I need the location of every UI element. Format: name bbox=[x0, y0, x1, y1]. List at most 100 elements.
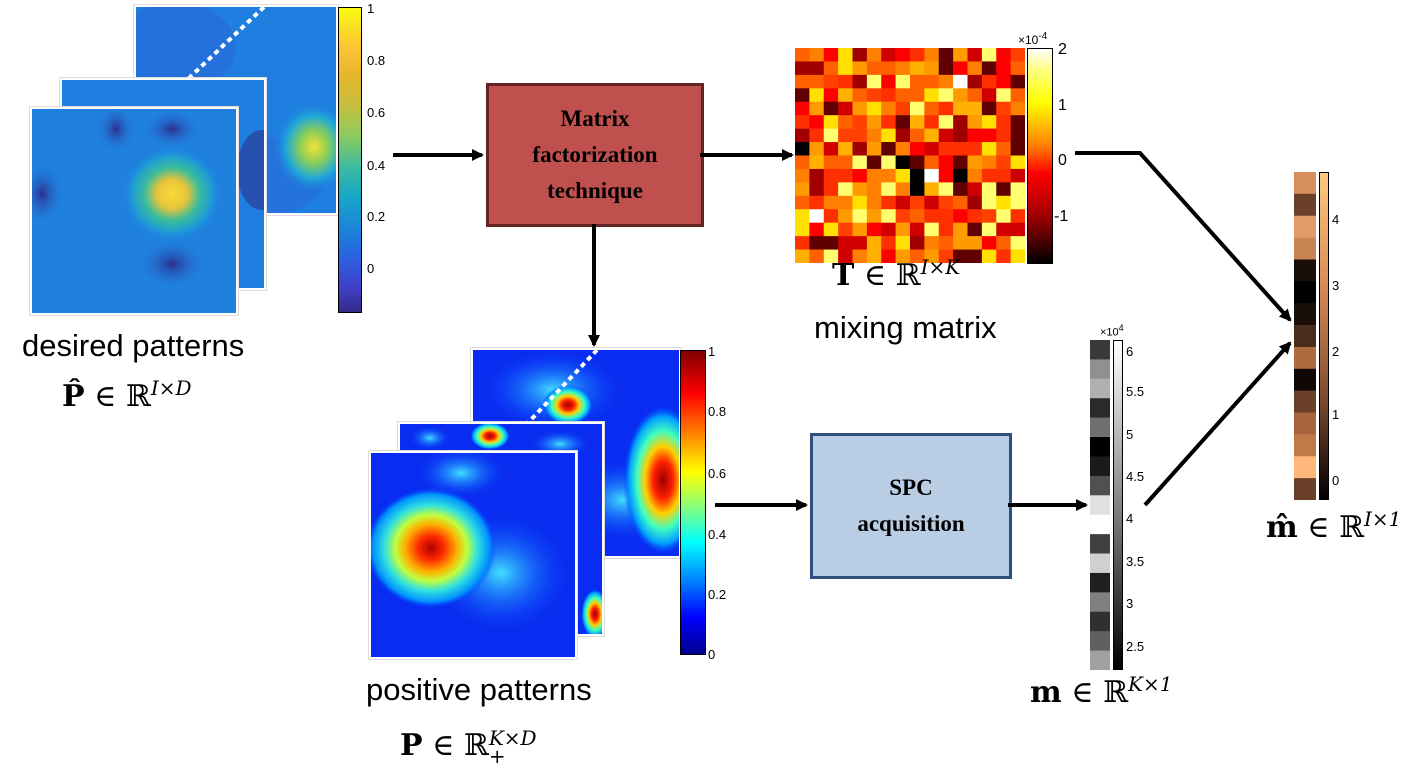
measurement-math-set: ℝ bbox=[1103, 675, 1128, 710]
heatmap-cell bbox=[967, 195, 983, 210]
heatmap-cell bbox=[823, 48, 839, 62]
positive-math-in: ∈ bbox=[432, 728, 455, 763]
heatmap-cell bbox=[924, 142, 940, 156]
heatmap-cell bbox=[981, 88, 997, 103]
heatmap-cell bbox=[809, 155, 825, 170]
heatmap-cell bbox=[953, 249, 968, 263]
heatmap-cell bbox=[823, 128, 839, 143]
heatmap-cell bbox=[996, 236, 1011, 250]
heatmap-cell bbox=[809, 249, 825, 263]
heatmap-cell bbox=[910, 155, 925, 170]
heatmap-cell bbox=[1010, 61, 1025, 76]
heatmap-cell bbox=[981, 155, 997, 170]
heatmap-cell bbox=[809, 168, 825, 183]
heatmap-cell bbox=[981, 195, 997, 210]
heatmap-cell bbox=[881, 128, 896, 143]
measurement-colorbar-tick: 5 bbox=[1126, 427, 1134, 442]
heatmap-cell bbox=[823, 142, 839, 156]
heatmap-cell bbox=[996, 61, 1011, 76]
heatmap-cell bbox=[1010, 128, 1025, 143]
heatmap-cell bbox=[866, 101, 882, 116]
heatmap-cell bbox=[838, 142, 853, 156]
heatmap-cell bbox=[981, 142, 997, 156]
heatmap-cell bbox=[967, 155, 983, 170]
heatmap-cell bbox=[852, 128, 868, 143]
heatmap-cell bbox=[795, 74, 810, 89]
mixing-colorbar-tick: 1 bbox=[1058, 97, 1067, 114]
heatmap-cell bbox=[881, 236, 896, 250]
heatmap-cell bbox=[981, 61, 997, 76]
heatmap-cell bbox=[953, 74, 968, 89]
heatmap-cell bbox=[924, 115, 940, 129]
positive-colorbar-tick: 0.6 bbox=[708, 466, 727, 481]
measurement-colorbar-tick: 6 bbox=[1126, 344, 1134, 359]
estimate-math-set: ℝ bbox=[1339, 510, 1364, 545]
heatmap-cell bbox=[795, 48, 810, 62]
heatmap-cell bbox=[924, 249, 940, 263]
measurement-colorbar-tick: 4 bbox=[1126, 511, 1134, 526]
heatmap-cell bbox=[996, 88, 1011, 103]
heatmap-cell bbox=[838, 155, 853, 170]
estimate-math-symbol: m̂ bbox=[1266, 510, 1298, 545]
heatmap-cell bbox=[924, 195, 940, 210]
heatmap-cell bbox=[866, 236, 882, 250]
positive-colorbar-tick: 0.8 bbox=[708, 404, 727, 419]
heatmap-cell bbox=[895, 209, 911, 223]
heatmap-cell bbox=[895, 195, 911, 210]
heatmap-cell bbox=[838, 74, 853, 89]
heatmap-cell bbox=[852, 182, 868, 197]
estimate-cell bbox=[1294, 172, 1316, 195]
heatmap-cell bbox=[895, 115, 911, 129]
heatmap-cell bbox=[866, 61, 882, 76]
measurement-cell bbox=[1090, 340, 1110, 360]
estimate-cell bbox=[1294, 390, 1316, 413]
heatmap-cell bbox=[910, 209, 925, 223]
heatmap-cell bbox=[809, 74, 825, 89]
measurement-colorbar-tick: 5.5 bbox=[1126, 384, 1145, 399]
heatmap-cell bbox=[924, 155, 940, 170]
heatmap-cell bbox=[895, 48, 911, 62]
heatmap-cell bbox=[938, 182, 954, 197]
heatmap-cell bbox=[795, 209, 810, 223]
mixing-colorbar bbox=[1027, 48, 1053, 264]
heatmap-cell bbox=[809, 48, 825, 62]
heatmap-cell bbox=[953, 48, 968, 62]
estimate-cell bbox=[1294, 346, 1316, 370]
desired-colorbar-tick: 0 bbox=[367, 261, 375, 276]
heatmap-cell bbox=[852, 195, 868, 210]
heatmap-cell bbox=[881, 249, 896, 263]
heatmap-cell bbox=[838, 115, 853, 129]
heatmap-cell bbox=[823, 74, 839, 89]
heatmap-cell bbox=[953, 88, 968, 103]
measurement-cell bbox=[1090, 611, 1110, 632]
positive-colorbar-tick: 0.4 bbox=[708, 527, 727, 542]
heatmap-cell bbox=[881, 115, 896, 129]
heatmap-cell bbox=[881, 61, 896, 76]
heatmap-cell bbox=[938, 115, 954, 129]
estimate-vector bbox=[1294, 172, 1316, 500]
heatmap-cell bbox=[866, 128, 882, 143]
heatmap-cell bbox=[1010, 222, 1025, 237]
positive-patterns-math: P ∈ ℝ K×D + bbox=[400, 728, 537, 766]
measurement-cell bbox=[1090, 456, 1110, 477]
positive-math-set: ℝ bbox=[463, 728, 489, 763]
positive-patterns-caption: positive patterns bbox=[366, 672, 592, 707]
heatmap-cell bbox=[924, 236, 940, 250]
heatmap-cell bbox=[881, 222, 896, 237]
heatmap-cell bbox=[953, 101, 968, 116]
positive-colorbar-tick: 0.2 bbox=[708, 587, 727, 602]
heatmap-cell bbox=[795, 249, 810, 263]
heatmap-cell bbox=[924, 182, 940, 197]
heatmap-cell bbox=[910, 249, 925, 263]
heatmap-cell bbox=[852, 115, 868, 129]
mixing-math-sup: I×K bbox=[920, 255, 961, 279]
heatmap-cell bbox=[910, 182, 925, 197]
heatmap-cell bbox=[967, 115, 983, 129]
desired-patterns-math: P̂ ∈ ℝI×D bbox=[62, 376, 192, 414]
heatmap-cell bbox=[953, 128, 968, 143]
desired-colorbar-tick: 0.2 bbox=[367, 209, 386, 224]
heatmap-cell bbox=[852, 61, 868, 76]
heatmap-cell bbox=[795, 142, 810, 156]
measurement-cell bbox=[1090, 534, 1110, 554]
